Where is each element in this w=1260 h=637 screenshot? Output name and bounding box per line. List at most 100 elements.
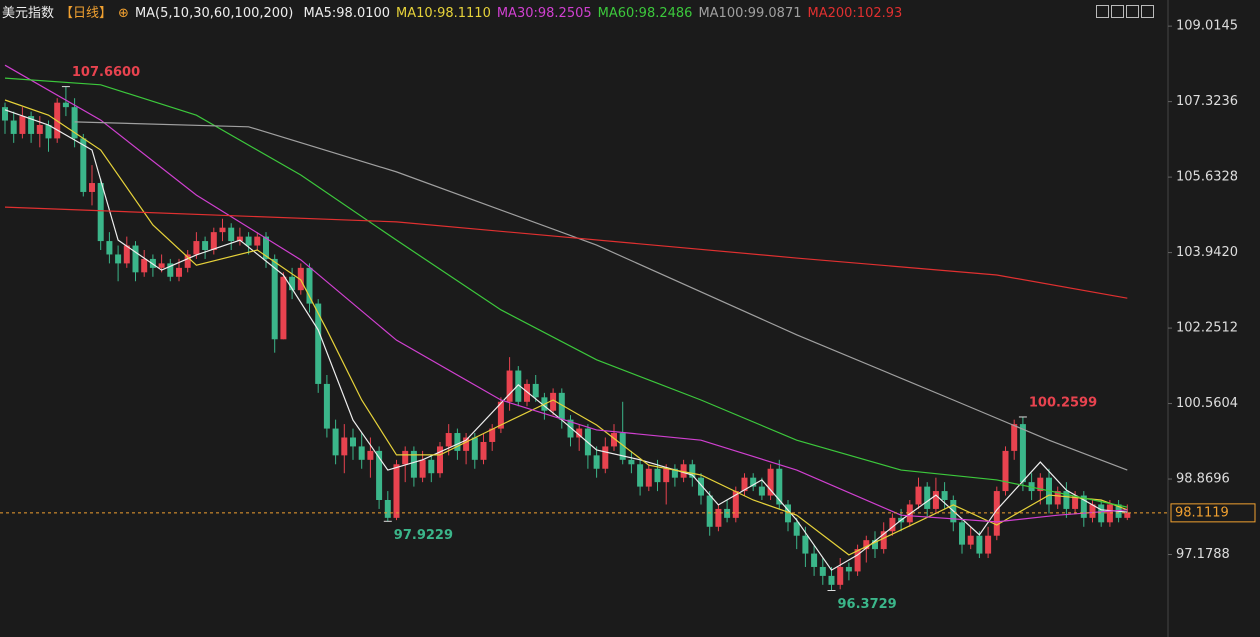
- candle-body: [1098, 504, 1105, 523]
- candle-body: [785, 504, 791, 523]
- candle-body: [663, 468, 670, 483]
- candle-body: [219, 227, 226, 233]
- candle-body: [941, 491, 948, 500]
- candle-body: [19, 116, 26, 134]
- candle-body: [454, 433, 461, 451]
- candle-body: [1072, 495, 1079, 509]
- last-price-box: [1170, 503, 1256, 523]
- tool-icon[interactable]: [1096, 5, 1109, 18]
- candle-body: [158, 263, 165, 268]
- header: 美元指数 【日线】 ⊕ MA(5,10,30,60,100,200) MA5:98.0…: [2, 2, 908, 21]
- candle-body: [123, 245, 130, 264]
- candle-body: [80, 138, 87, 192]
- annotation-label: 96.3729: [838, 597, 897, 612]
- candle-body: [645, 468, 652, 487]
- candle-body: [593, 455, 600, 469]
- candle-body: [524, 383, 530, 402]
- candle-body: [845, 566, 852, 572]
- ma-line: [4, 109, 1128, 571]
- candle-body: [741, 477, 748, 492]
- candle-body: [480, 441, 487, 460]
- candle-body: [106, 241, 113, 255]
- candle-body: [776, 468, 783, 505]
- candle-body: [758, 486, 765, 496]
- candle-body: [323, 383, 330, 429]
- candle-body: [567, 419, 574, 438]
- candle-body: [576, 428, 583, 438]
- add-icon[interactable]: ⊕: [118, 6, 129, 21]
- y-tick-label: 98.8696: [1176, 472, 1230, 487]
- candle-body: [959, 522, 965, 545]
- tool-icon[interactable]: [1111, 5, 1124, 18]
- candle-body: [889, 517, 896, 532]
- candle-body: [837, 566, 844, 585]
- candle-body: [1011, 424, 1018, 451]
- annotation-label: 100.2599: [1029, 395, 1097, 410]
- candle-body: [602, 446, 609, 469]
- candle-body: [445, 433, 452, 447]
- candle-body: [437, 446, 443, 474]
- candle-body: [993, 491, 1000, 536]
- candle-body: [193, 241, 200, 255]
- candle-body: [254, 236, 261, 246]
- candle-body: [341, 437, 348, 456]
- candle-body: [36, 125, 43, 134]
- candle-body: [689, 464, 696, 478]
- candle-body: [306, 267, 313, 304]
- candle-body: [297, 267, 304, 291]
- candle-body: [367, 450, 374, 460]
- candle-body: [1080, 495, 1087, 518]
- candle-body: [985, 535, 992, 554]
- candle-body: [497, 401, 504, 429]
- legend-entry: MA100:99.0871: [698, 6, 802, 21]
- candle-body: [932, 491, 939, 509]
- ma-line: [4, 64, 1128, 523]
- candle-body: [1063, 491, 1070, 509]
- candle-body: [489, 428, 496, 442]
- candle-body: [1019, 424, 1026, 483]
- candle-body: [924, 486, 931, 509]
- y-tick-label: 100.5604: [1176, 396, 1238, 411]
- candle-body: [315, 303, 322, 384]
- candle-body: [706, 495, 713, 527]
- candle-body: [915, 486, 922, 505]
- ma-line: [4, 77, 1128, 508]
- legend-entry: MA200:102.93: [807, 6, 903, 21]
- candle-body: [2, 107, 8, 121]
- period[interactable]: 【日线】: [60, 6, 113, 21]
- candle-body: [332, 428, 339, 456]
- candle-body: [97, 183, 104, 242]
- candle-body: [384, 500, 391, 518]
- candle-body: [280, 276, 287, 340]
- candle-body: [45, 125, 52, 139]
- candle-body: [1002, 450, 1009, 492]
- y-tick-label: 109.0145: [1176, 19, 1238, 34]
- candle-body: [236, 236, 243, 242]
- candle-body: [10, 120, 17, 134]
- candle-body: [471, 437, 478, 460]
- candle-body: [176, 267, 182, 277]
- y-tick-label: 105.6328: [1176, 170, 1238, 185]
- candle-body: [1106, 504, 1113, 523]
- tool-icon[interactable]: [1126, 5, 1139, 18]
- candle-body: [628, 459, 635, 465]
- last-price-label: 98.1119: [1175, 505, 1229, 520]
- candle-body: [828, 575, 835, 585]
- candle-body: [1037, 477, 1044, 492]
- candle-body: [202, 241, 209, 250]
- candle-body: [976, 535, 983, 554]
- candle-body: [428, 459, 435, 474]
- candle-body: [376, 450, 383, 500]
- tool-icon[interactable]: [1141, 5, 1154, 18]
- candle-body: [611, 433, 617, 447]
- candle-body: [811, 553, 818, 567]
- candle-body: [872, 540, 878, 550]
- candle-body: [863, 540, 870, 550]
- candle-body: [724, 508, 731, 518]
- candle-body: [550, 392, 557, 411]
- ma-label: MA(5,10,30,60,100,200): [134, 6, 294, 21]
- candle-body: [732, 491, 739, 518]
- y-tick-label: 107.3236: [1176, 94, 1238, 109]
- candle-body: [210, 232, 217, 250]
